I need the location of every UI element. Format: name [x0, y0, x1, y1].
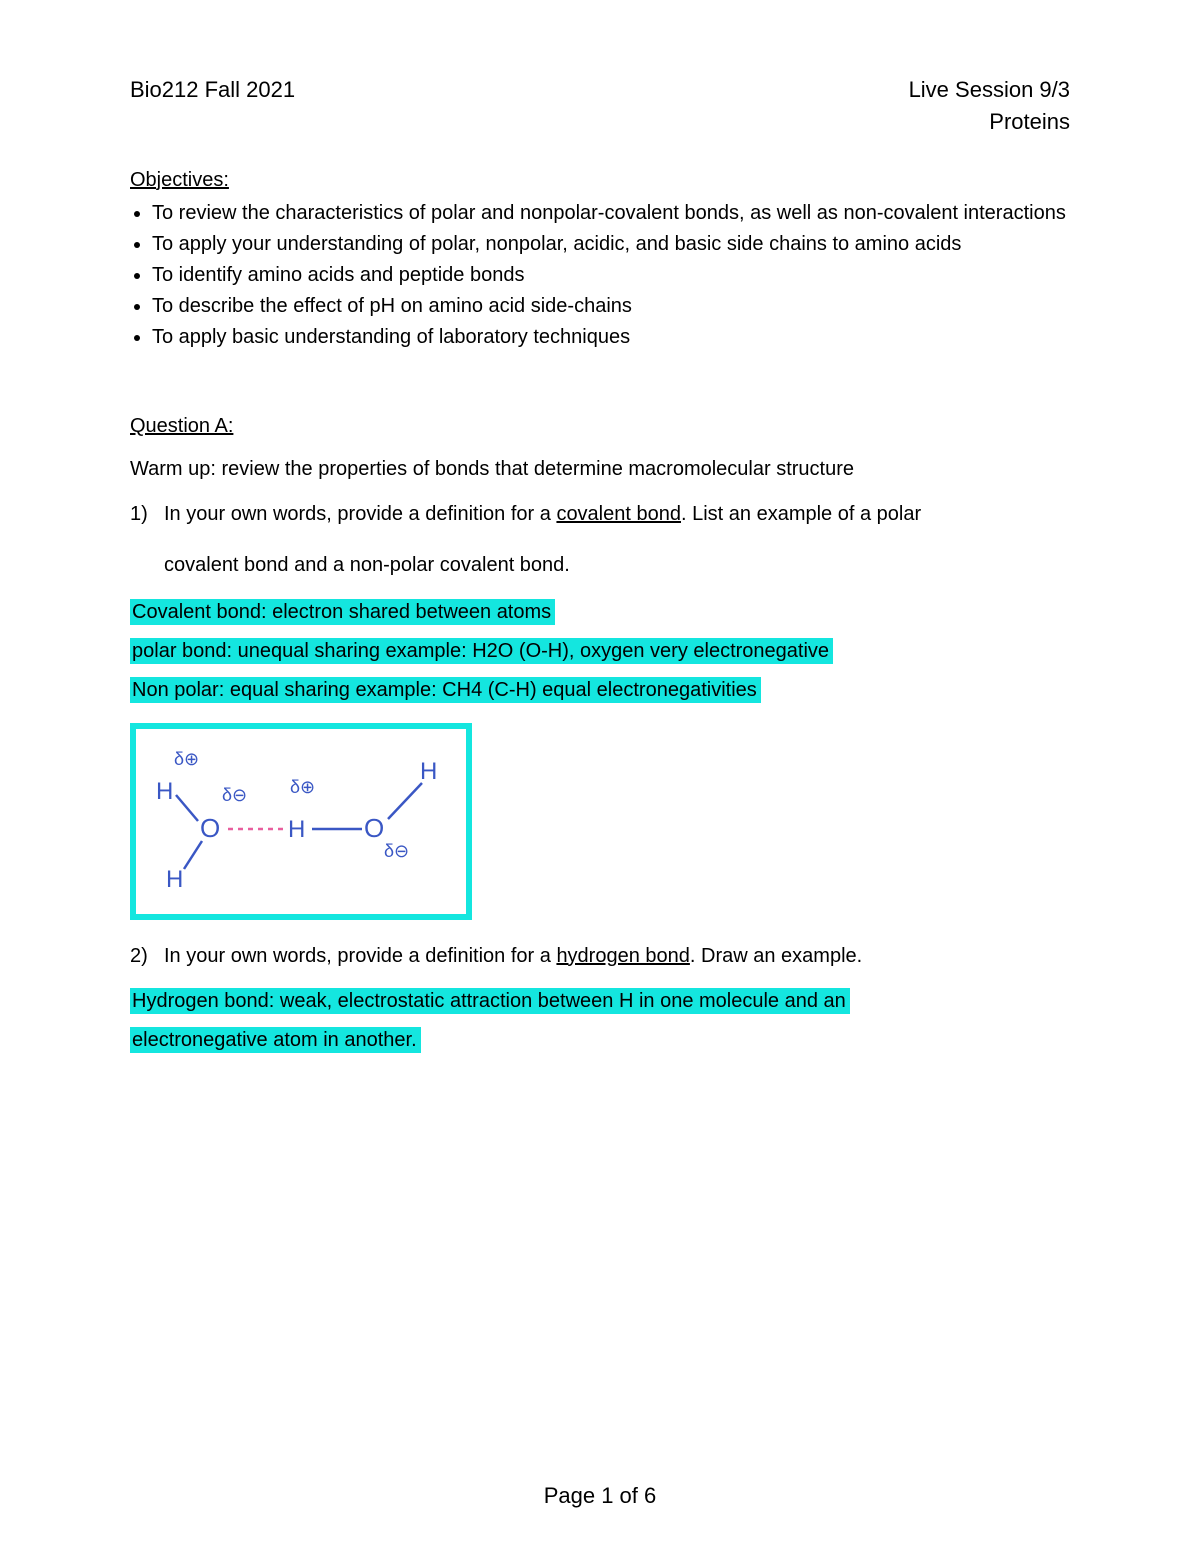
highlighted-text: Covalent bond: electron shared between a…	[130, 599, 555, 625]
q1-underline: covalent bond	[556, 503, 681, 525]
objective-item: To apply basic understanding of laborato…	[152, 323, 1070, 352]
svg-text:O: O	[364, 813, 384, 843]
highlighted-text: Non polar: equal sharing example: CH4 (C…	[130, 677, 761, 703]
svg-text:H: H	[156, 778, 173, 805]
svg-text:H: H	[166, 866, 183, 893]
svg-text:H: H	[420, 758, 437, 785]
session-title: Live Session 9/3 Proteins	[909, 74, 1070, 138]
answer-line: Hydrogen bond: weak, electrostatic attra…	[130, 987, 1070, 1016]
answer-line: Non polar: equal sharing example: CH4 (C…	[130, 676, 1070, 705]
q2-text-a: In your own words, provide a definition …	[164, 945, 556, 967]
objective-item: To review the characteristics of polar a…	[152, 199, 1070, 228]
diagram-border: OHHδ⊖δ⊕Hδ⊕Oδ⊖H	[130, 723, 472, 920]
hydrogen-bond-svg: OHHδ⊖δ⊕Hδ⊕Oδ⊖H	[136, 729, 466, 905]
highlighted-text: electronegative atom in another.	[130, 1027, 421, 1053]
svg-text:δ⊖: δ⊖	[222, 785, 247, 805]
objectives-list: To review the characteristics of polar a…	[130, 199, 1070, 352]
question-2: 2) In your own words, provide a definiti…	[130, 942, 1070, 971]
objective-item: To identify amino acids and peptide bond…	[152, 261, 1070, 290]
svg-text:δ⊕: δ⊕	[174, 749, 199, 769]
question-number: 1)	[130, 500, 164, 529]
answer-line: Covalent bond: electron shared between a…	[130, 598, 1070, 627]
question-1-cont: covalent bond and a non-polar covalent b…	[164, 551, 1070, 580]
svg-text:δ⊖: δ⊖	[384, 841, 409, 861]
question-1: 1) In your own words, provide a definiti…	[130, 500, 1070, 529]
objective-item: To apply your understanding of polar, no…	[152, 230, 1070, 259]
question-number: 2)	[130, 942, 164, 971]
question-body: In your own words, provide a definition …	[164, 500, 1070, 529]
document-page: Bio212 Fall 2021 Live Session 9/3 Protei…	[0, 0, 1200, 1125]
highlighted-text: Hydrogen bond: weak, electrostatic attra…	[130, 988, 850, 1014]
q2-text-b: . Draw an example.	[690, 945, 862, 967]
hydrogen-bond-diagram: OHHδ⊖δ⊕Hδ⊕Oδ⊖H	[130, 723, 1070, 920]
question-a-heading: Question A:	[130, 412, 1070, 441]
course-title: Bio212 Fall 2021	[130, 74, 295, 106]
q2-underline: hydrogen bond	[556, 945, 689, 967]
answer-line: electronegative atom in another.	[130, 1026, 1070, 1055]
svg-text:O: O	[200, 813, 220, 843]
question-body: In your own words, provide a definition …	[164, 942, 1070, 971]
session-line-1: Live Session 9/3	[909, 74, 1070, 106]
objective-item: To describe the effect of pH on amino ac…	[152, 292, 1070, 321]
warmup-text: Warm up: review the properties of bonds …	[130, 455, 1070, 484]
q1-text-b: . List an example of a polar	[681, 503, 921, 525]
session-line-2: Proteins	[909, 106, 1070, 138]
page-header: Bio212 Fall 2021 Live Session 9/3 Protei…	[130, 74, 1070, 138]
objectives-heading: Objectives:	[130, 166, 1070, 195]
highlighted-text: polar bond: unequal sharing example: H2O…	[130, 638, 833, 664]
page-footer: Page 1 of 6	[0, 1483, 1200, 1509]
answer-line: polar bond: unequal sharing example: H2O…	[130, 637, 1070, 666]
svg-text:δ⊕: δ⊕	[290, 777, 315, 797]
svg-text:H: H	[288, 816, 305, 843]
q1-text-a: In your own words, provide a definition …	[164, 503, 556, 525]
